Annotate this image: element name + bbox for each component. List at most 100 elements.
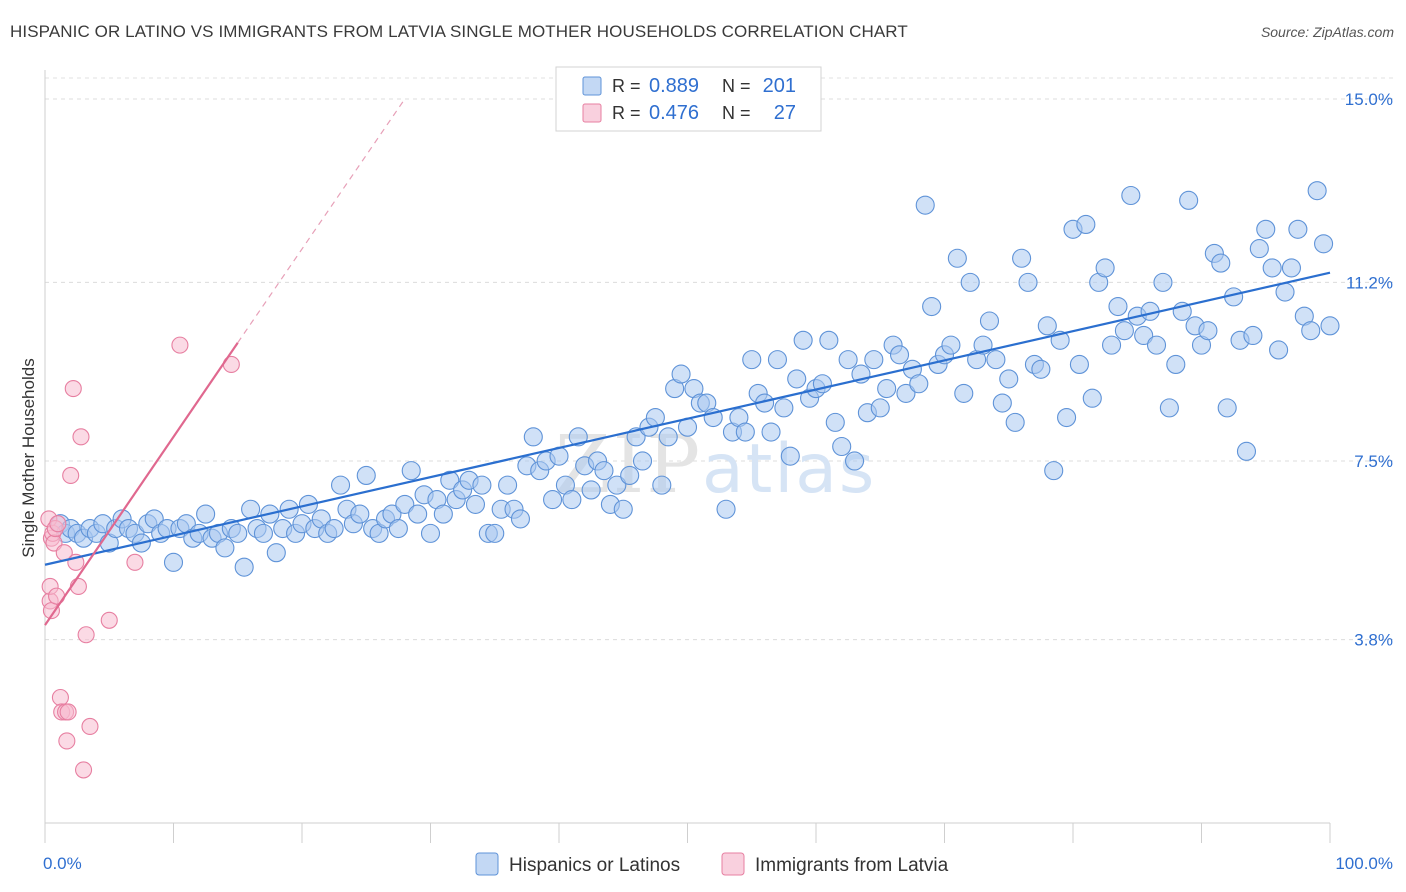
hispanic-point bbox=[581, 480, 601, 500]
hispanic-point bbox=[1121, 185, 1141, 206]
hispanic-point bbox=[356, 465, 376, 486]
hispanic-point bbox=[420, 523, 441, 543]
hispanic-point bbox=[954, 383, 974, 403]
hispanic-point bbox=[465, 494, 486, 514]
latvia-point bbox=[51, 688, 69, 707]
hispanic-point bbox=[793, 330, 813, 350]
hispanic-point bbox=[671, 364, 691, 384]
hispanic-point bbox=[1301, 321, 1321, 341]
stats-n-label: N = bbox=[722, 103, 751, 123]
hispanic-point bbox=[408, 504, 428, 524]
hispanic-point bbox=[498, 475, 518, 495]
hispanic-point bbox=[234, 557, 254, 577]
stats-n-value: 201 bbox=[763, 75, 796, 97]
latvia-point bbox=[72, 428, 90, 446]
hispanic-point bbox=[1153, 272, 1173, 292]
y-axis-label: Single Mother Households bbox=[19, 358, 38, 557]
hispanic-point bbox=[825, 412, 845, 432]
hispanic-point bbox=[761, 422, 781, 442]
hispanic-point bbox=[440, 470, 460, 490]
hispanic-point bbox=[388, 519, 408, 539]
hispanic-point bbox=[877, 379, 897, 399]
hispanic-point bbox=[947, 248, 967, 268]
hispanic-point bbox=[568, 427, 588, 447]
hispanic-point bbox=[1076, 214, 1096, 235]
trend-lines bbox=[44, 98, 1331, 626]
hispanic-point bbox=[979, 311, 1000, 331]
latvia-point bbox=[69, 577, 87, 596]
latvia-point bbox=[81, 717, 99, 736]
hispanic-point bbox=[941, 335, 961, 355]
hispanic-point bbox=[1275, 282, 1295, 302]
hispanic-point bbox=[780, 446, 800, 466]
latvia-point bbox=[126, 553, 144, 571]
hispanic-point bbox=[1082, 388, 1102, 408]
hispanic-point bbox=[1159, 398, 1179, 418]
hispanic-point bbox=[1236, 441, 1257, 461]
hispanic-point bbox=[1146, 335, 1167, 355]
hispanic-point bbox=[838, 350, 858, 370]
hispanic-point bbox=[266, 543, 286, 563]
hispanic-point bbox=[607, 475, 627, 495]
stats-swatch bbox=[582, 76, 602, 96]
hispanic-point bbox=[1198, 321, 1218, 341]
y-tick-label: 11.2% bbox=[1346, 273, 1393, 292]
hispanic-point bbox=[433, 504, 453, 524]
latvia-point bbox=[49, 515, 67, 533]
series-latvia-points bbox=[40, 336, 240, 779]
hispanic-point bbox=[1095, 258, 1115, 278]
series-hispanics-points bbox=[50, 181, 1340, 577]
hispanic-point bbox=[350, 504, 370, 524]
y-tick-label: 3.8% bbox=[1354, 631, 1393, 650]
hispanic-point bbox=[896, 383, 916, 403]
hispanic-point bbox=[510, 509, 531, 529]
hispanic-point bbox=[870, 398, 890, 418]
hispanic-point bbox=[819, 330, 839, 350]
hispanic-point bbox=[992, 393, 1012, 413]
hispanic-point bbox=[1281, 258, 1301, 278]
hispanic-point bbox=[620, 465, 640, 486]
hispanic-point bbox=[1217, 398, 1237, 418]
stats-r-label: R = bbox=[612, 76, 641, 96]
bottom-legend: Hispanics or Latinos Immigrants from Latv… bbox=[475, 852, 949, 876]
stats-n-label: N = bbox=[722, 76, 751, 96]
legend-label: Hispanics or Latinos bbox=[509, 855, 680, 876]
hispanic-point bbox=[1044, 461, 1064, 481]
hispanic-point bbox=[735, 422, 755, 442]
hispanic-point bbox=[1108, 296, 1128, 317]
hispanic-point bbox=[1256, 219, 1276, 239]
hispanic-trend-line bbox=[44, 271, 1331, 566]
hispanic-point bbox=[832, 436, 852, 457]
stats-n-value: 27 bbox=[774, 102, 796, 124]
hispanic-point bbox=[1005, 412, 1025, 432]
hispanic-point bbox=[253, 523, 274, 543]
tick-labels: 3.8% 7.5% 11.2% 15.0% 0.0% 100.0% bbox=[43, 90, 1393, 873]
hispanic-point bbox=[1307, 181, 1327, 201]
hispanic-point bbox=[1037, 316, 1057, 336]
stats-r-value: 0.889 bbox=[649, 75, 699, 97]
latvia-point bbox=[58, 732, 76, 750]
hispanic-point bbox=[1320, 316, 1340, 336]
hispanic-point bbox=[1314, 234, 1334, 254]
hispanic-point bbox=[864, 350, 884, 370]
hispanic-point bbox=[523, 427, 543, 447]
hispanic-point bbox=[787, 369, 807, 389]
chart-title: HISPANIC OR LATINO VS IMMIGRANTS FROM LA… bbox=[10, 22, 908, 41]
latvia-point bbox=[100, 611, 118, 629]
hispanic-point bbox=[196, 504, 216, 524]
hispanic-point bbox=[1288, 219, 1308, 239]
hispanic-point bbox=[742, 350, 762, 370]
hispanic-point bbox=[986, 350, 1006, 370]
hispanic-point bbox=[1262, 258, 1282, 278]
source-label: Source: ZipAtlas.com bbox=[1260, 24, 1394, 40]
hispanic-point bbox=[1179, 190, 1199, 210]
hispanic-point bbox=[960, 272, 980, 292]
latvia-point bbox=[62, 466, 80, 485]
gridlines bbox=[45, 77, 1395, 641]
hispanic-point bbox=[658, 427, 678, 447]
hispanic-point bbox=[1102, 335, 1122, 355]
legend-swatch bbox=[475, 852, 499, 876]
hispanic-point bbox=[613, 499, 633, 519]
latvia-point bbox=[75, 761, 93, 779]
x-tick-label: 0.0% bbox=[43, 854, 82, 873]
